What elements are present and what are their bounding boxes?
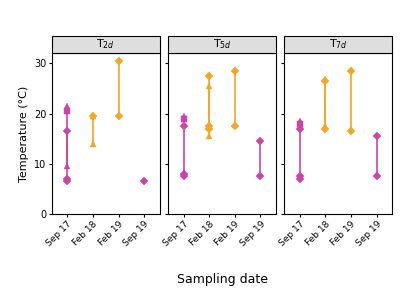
Y-axis label: Temperature (°C): Temperature (°C) [18,86,28,182]
Text: Sampling date: Sampling date [176,273,268,286]
Text: T$_{2d}$: T$_{2d}$ [96,38,115,51]
Text: T$_{7d}$: T$_{7d}$ [329,38,348,51]
Text: T$_{5d}$: T$_{5d}$ [212,38,232,51]
